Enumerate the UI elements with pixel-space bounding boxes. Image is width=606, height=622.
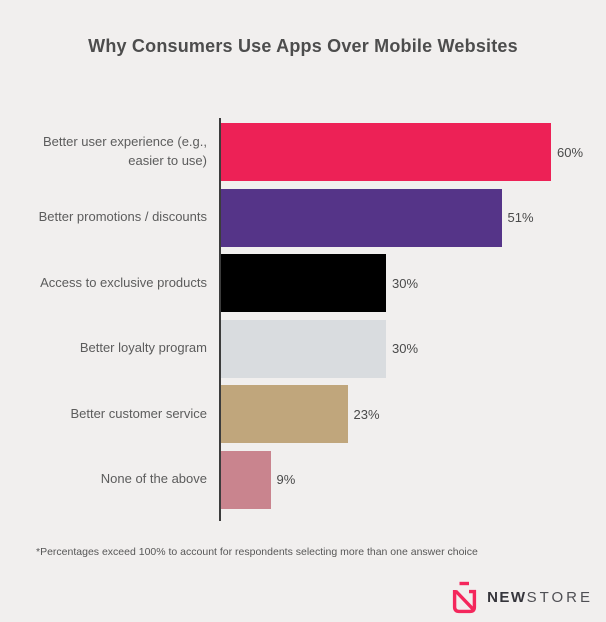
page-title: Why Consumers Use Apps Over Mobile Websi… — [88, 36, 518, 56]
newstore-n-icon — [452, 581, 477, 614]
bar-row: Better loyalty program 30% — [0, 319, 606, 378]
bar — [221, 254, 386, 312]
value-label: 30% — [392, 275, 419, 291]
bar-track: 23% — [219, 385, 606, 443]
value-label: 23% — [353, 406, 380, 422]
footnote: *Percentages exceed 100% to account for … — [36, 546, 478, 558]
bar-track: 51% — [219, 188, 606, 247]
newstore-logo: NEW STORE — [450, 579, 593, 615]
y-axis-line — [219, 118, 221, 521]
category-label: Better loyalty program — [79, 340, 207, 356]
newstore-wordmark: NEW STORE — [487, 589, 593, 606]
bar-chart: Better user experience (e.g., easier to … — [0, 123, 606, 516]
bar — [221, 188, 502, 247]
value-label: 9% — [276, 472, 296, 487]
value-label: 60% — [557, 144, 584, 160]
bar-row: Better user experience (e.g., easier to … — [0, 123, 606, 181]
logo-text-store: STORE — [526, 588, 593, 606]
bar-track: 30% — [219, 254, 606, 312]
bar — [221, 123, 551, 181]
bar-row: Access to exclusive products 30% — [0, 254, 606, 312]
bar — [221, 319, 386, 378]
bar-track: 9% — [219, 450, 606, 509]
logo-text-new: NEW — [487, 588, 527, 606]
bar — [221, 385, 348, 443]
value-label: 30% — [392, 341, 419, 356]
bar-track: 30% — [219, 319, 606, 378]
category-label: Better user experience (e.g., easier to … — [42, 134, 207, 168]
bar-row: None of the above 9% — [0, 450, 606, 509]
category-label: None of the above — [100, 471, 207, 487]
value-label: 51% — [507, 210, 534, 225]
bar — [221, 450, 271, 509]
bar-track: 60% — [219, 123, 606, 181]
category-label: Better customer service — [70, 405, 207, 421]
bar-row: Better promotions / discounts 51% — [0, 188, 606, 247]
bar-row: Better customer service 23% — [0, 385, 606, 443]
category-label: Access to exclusive products — [40, 274, 207, 290]
category-label: Better promotions / discounts — [38, 209, 207, 225]
